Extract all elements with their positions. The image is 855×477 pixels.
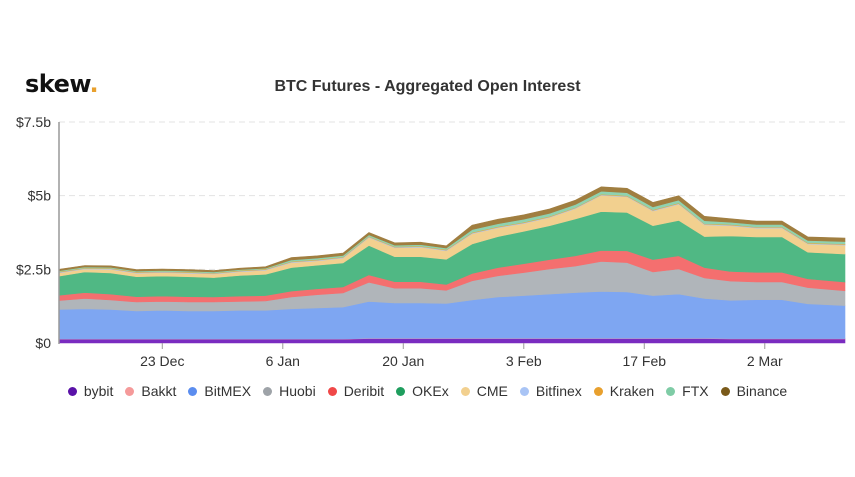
legend-dot-icon: [188, 386, 198, 396]
legend-dot-icon: [720, 386, 730, 396]
legend-item-binance[interactable]: Binance: [720, 383, 788, 399]
x-tick-label: 2 Mar: [747, 353, 783, 369]
y-tick-label: $0: [35, 335, 51, 351]
legend-label: OKEx: [412, 383, 449, 399]
legend-item-bitfinex[interactable]: Bitfinex: [519, 383, 582, 399]
legend-dot-icon: [125, 386, 135, 396]
y-tick-label: $5b: [28, 188, 52, 204]
y-tick-label: $2.5b: [16, 261, 51, 277]
legend-label: Deribit: [343, 383, 385, 399]
legend-item-bakkt[interactable]: Bakkt: [125, 383, 176, 399]
legend-dot-icon: [327, 386, 337, 396]
legend-item-okex[interactable]: OKEx: [396, 383, 449, 399]
x-tick-label: 17 Feb: [622, 353, 666, 369]
legend-item-huobi[interactable]: Huobi: [263, 383, 316, 399]
legend-label: Bakkt: [141, 383, 177, 399]
legend-item-bitmex[interactable]: BitMEX: [188, 383, 251, 399]
legend-label: CME: [476, 383, 508, 399]
legend-item-ftx[interactable]: FTX: [666, 383, 709, 399]
legend-label: Bitfinex: [535, 383, 582, 399]
area-binance[interactable]: [58, 186, 846, 273]
legend-label: bybit: [83, 383, 114, 399]
legend-dot-icon: [666, 386, 676, 396]
legend-dot-icon: [593, 386, 603, 396]
x-tick-label: 6 Jan: [266, 353, 300, 369]
legend-dot-icon: [263, 386, 273, 396]
legend-dot-icon: [519, 386, 529, 396]
legend-item-kraken[interactable]: Kraken: [593, 383, 655, 399]
skew-logo: skew.: [25, 70, 99, 98]
legend-item-deribit[interactable]: Deribit: [327, 383, 385, 399]
legend-label: BitMEX: [204, 383, 252, 399]
y-tick-label: $7.5b: [16, 114, 51, 130]
legend-item-bybit[interactable]: bybit: [67, 383, 114, 399]
legend-dot-icon: [460, 386, 470, 396]
chart-title: BTC Futures - Aggregated Open Interest: [274, 78, 581, 95]
legend-label: FTX: [682, 383, 709, 399]
x-tick-label: 23 Dec: [140, 353, 184, 369]
legend: bybit Bakkt BitMEX Huobi Deribit OKEx CME Bitfi…: [0, 383, 855, 399]
legend-item-cme[interactable]: CME: [460, 383, 508, 399]
legend-label: Kraken: [609, 383, 655, 399]
legend-label: Huobi: [279, 383, 316, 399]
legend-label: Binance: [736, 383, 788, 399]
x-tick-label: 3 Feb: [506, 353, 542, 369]
legend-dot-icon: [396, 386, 406, 396]
legend-dot-icon: [67, 386, 77, 396]
x-tick-label: 20 Jan: [382, 353, 424, 369]
